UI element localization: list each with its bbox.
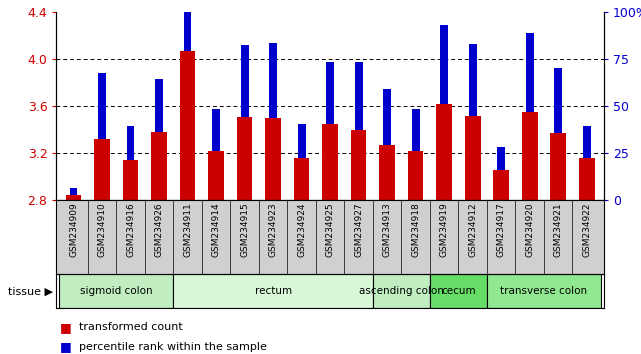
Bar [237,117,253,200]
Text: GSM234910: GSM234910 [97,202,106,257]
Text: GSM234912: GSM234912 [468,202,477,257]
Text: ascending colon: ascending colon [359,286,444,296]
Bar [326,62,334,124]
Text: GSM234914: GSM234914 [212,202,221,257]
Bar [240,45,249,117]
Text: GSM234911: GSM234911 [183,202,192,257]
Text: tissue ▶: tissue ▶ [8,286,53,296]
Text: sigmoid colon: sigmoid colon [80,286,153,296]
Text: ■: ■ [60,321,71,334]
Text: GSM234909: GSM234909 [69,202,78,257]
Text: GSM234924: GSM234924 [297,202,306,257]
Bar [579,158,595,200]
Bar [127,126,135,160]
Bar [269,43,277,118]
Text: GSM234922: GSM234922 [582,202,591,257]
Text: rectum: rectum [254,286,292,296]
Text: GSM234927: GSM234927 [354,202,363,257]
Bar [437,104,452,200]
Bar [173,274,373,308]
Bar [151,132,167,200]
Text: GSM234916: GSM234916 [126,202,135,257]
Text: cecum: cecum [441,286,476,296]
Bar [65,195,81,200]
Bar [94,139,110,200]
Bar [440,25,448,104]
Bar [379,145,395,200]
Bar [212,109,220,151]
Bar [526,33,533,112]
Bar [554,68,562,133]
Bar [122,160,138,200]
Bar [59,274,173,308]
Text: GSM234920: GSM234920 [525,202,534,257]
Bar [497,147,505,170]
Bar [408,151,424,200]
Bar [70,188,78,195]
Bar [412,109,420,151]
Text: GSM234915: GSM234915 [240,202,249,257]
Text: GSM234926: GSM234926 [154,202,163,257]
Bar [294,158,310,200]
Bar [522,112,538,200]
Bar [351,130,367,200]
Text: GSM234925: GSM234925 [326,202,335,257]
Bar [265,118,281,200]
Bar [487,274,601,308]
Bar [430,274,487,308]
Bar [551,133,566,200]
Text: ■: ■ [60,341,71,353]
Text: GSM234921: GSM234921 [554,202,563,257]
Text: transverse colon: transverse colon [501,286,588,296]
Text: GSM234918: GSM234918 [411,202,420,257]
Text: GSM234913: GSM234913 [383,202,392,257]
Bar [373,274,430,308]
Bar [98,73,106,139]
Bar [383,88,391,145]
Bar [208,151,224,200]
Bar [322,124,338,200]
Bar [469,44,477,115]
Bar [155,79,163,132]
Bar [494,170,509,200]
Text: transformed count: transformed count [79,322,183,332]
Bar [465,115,481,200]
Text: GSM234917: GSM234917 [497,202,506,257]
Text: GSM234923: GSM234923 [269,202,278,257]
Bar [354,62,363,130]
Text: GSM234919: GSM234919 [440,202,449,257]
Bar [179,51,196,200]
Bar [183,0,192,51]
Bar [583,126,590,158]
Bar [297,124,306,158]
Text: percentile rank within the sample: percentile rank within the sample [79,342,267,352]
